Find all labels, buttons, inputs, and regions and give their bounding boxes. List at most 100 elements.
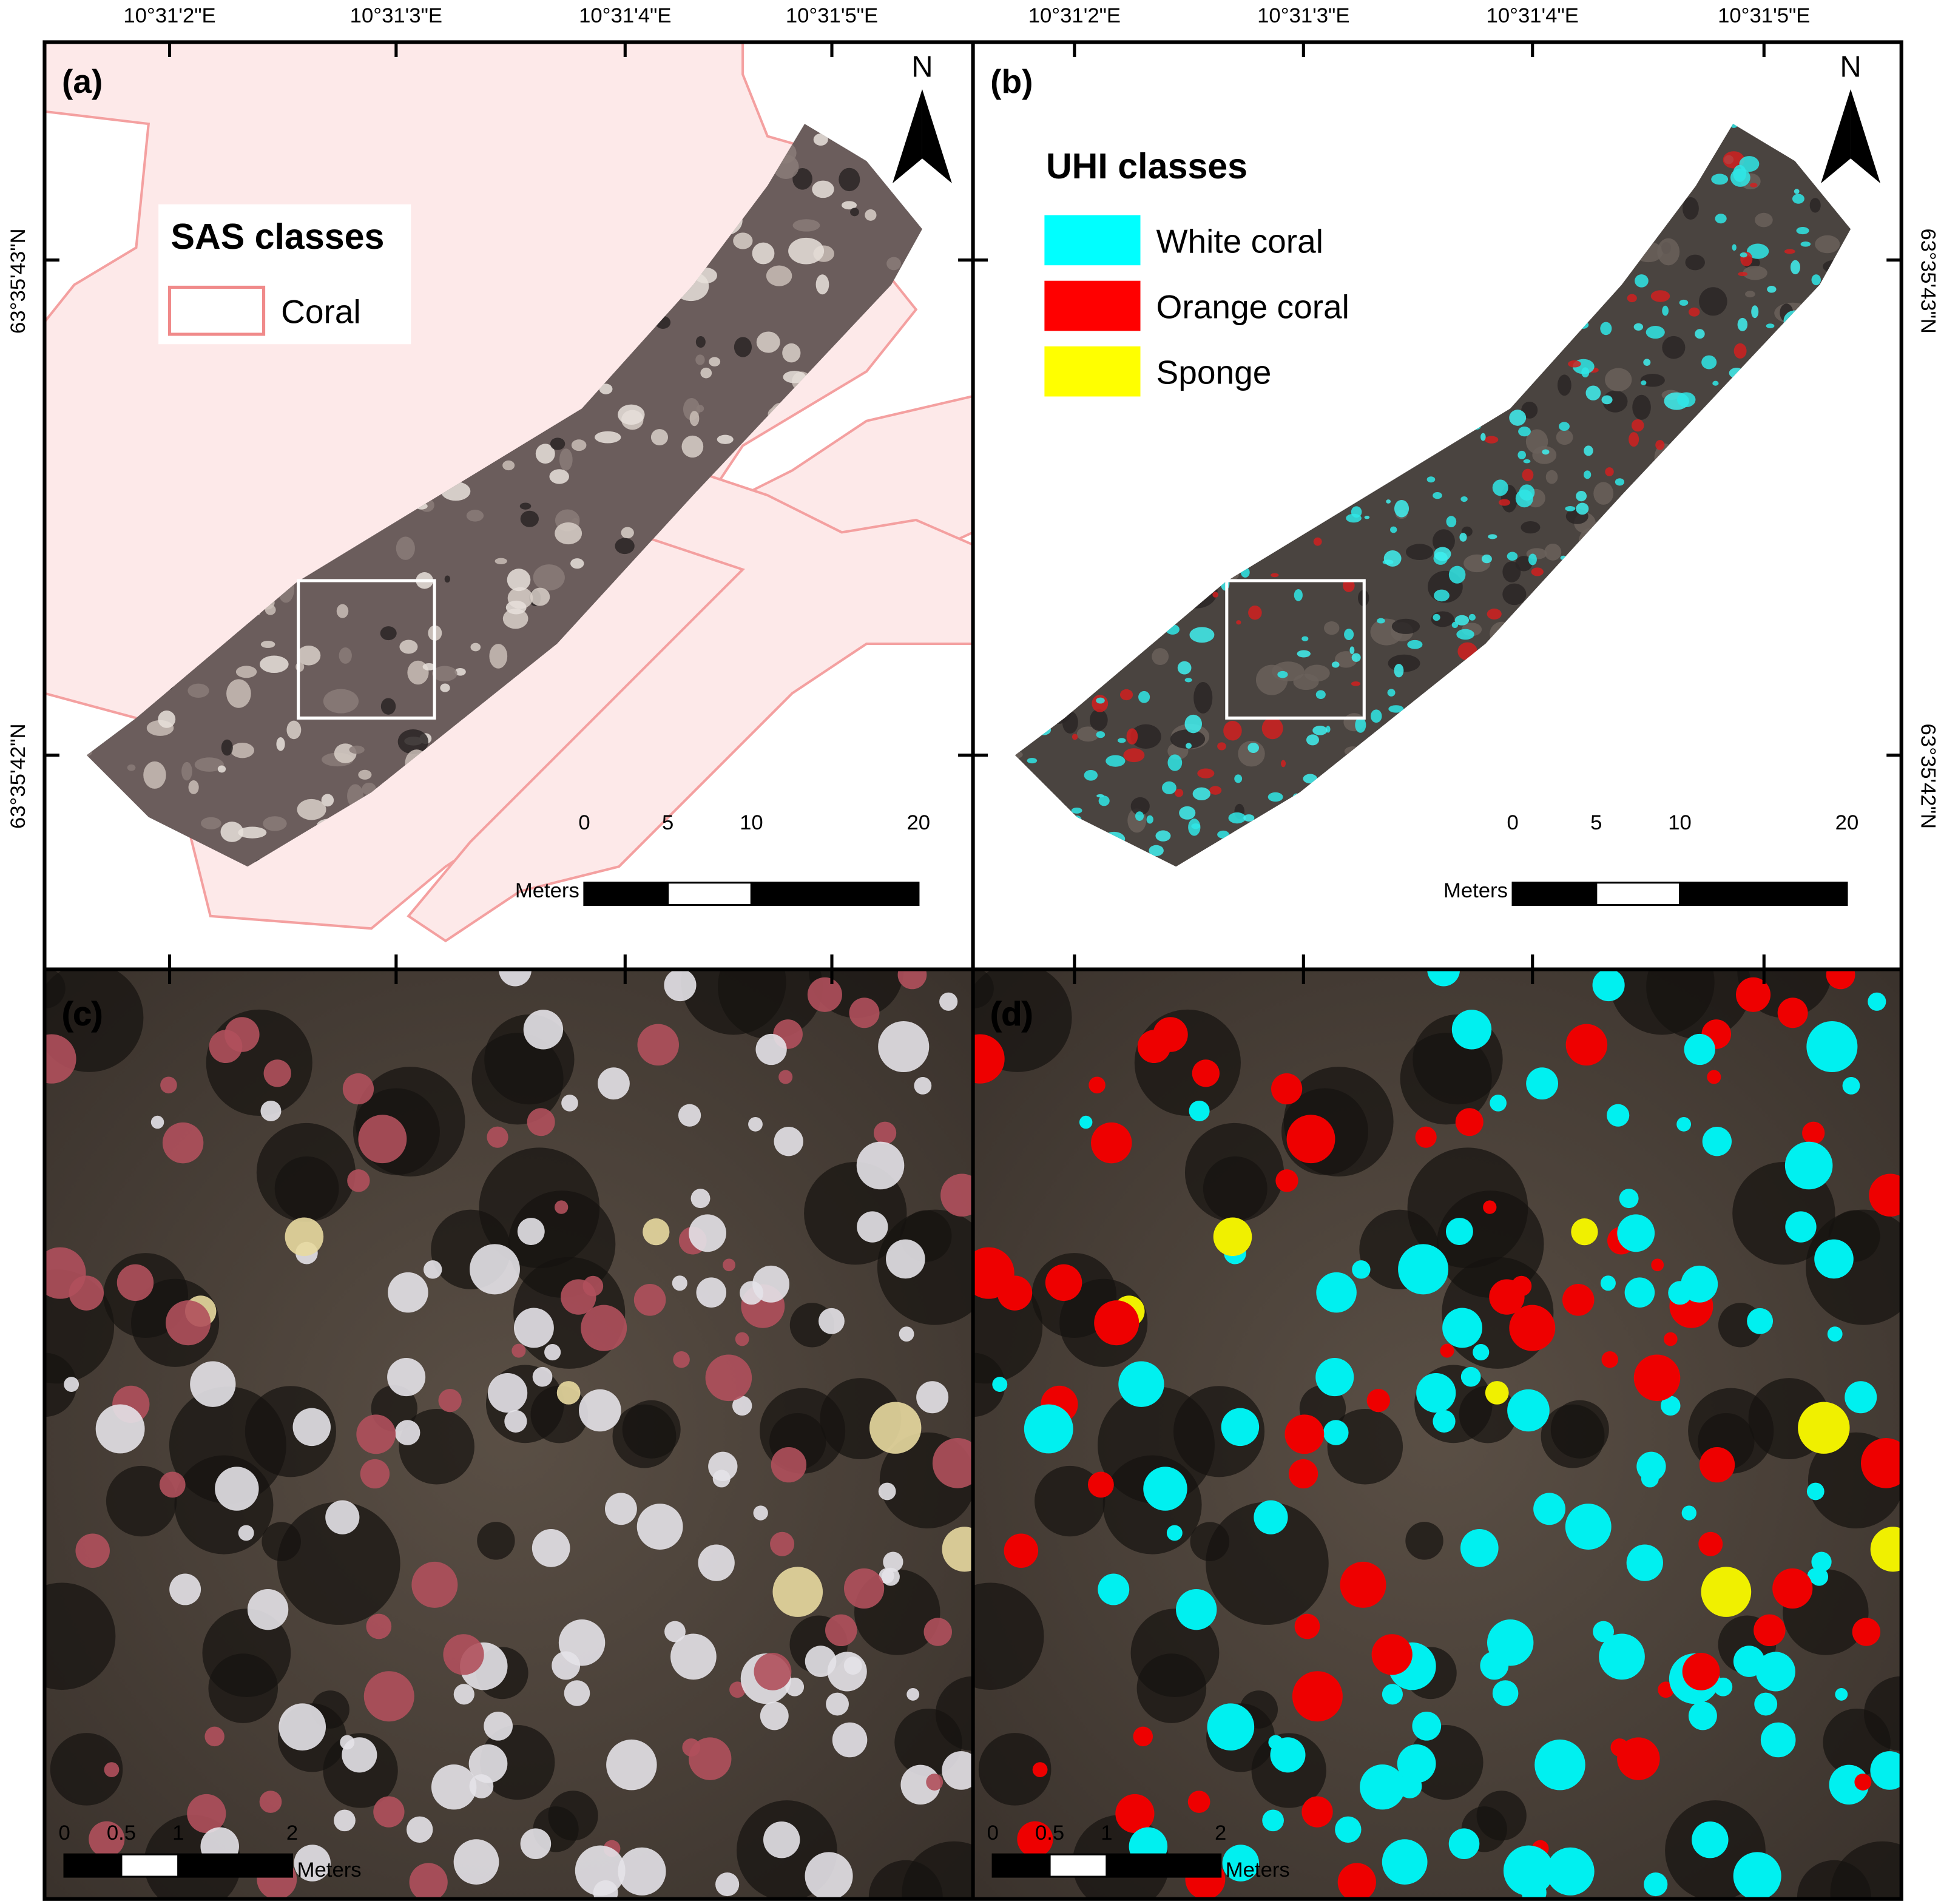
texture-blob <box>688 1737 732 1780</box>
texture-blob <box>673 1351 690 1368</box>
texture-blob <box>1062 711 1078 734</box>
texture-blob <box>1509 1305 1556 1351</box>
texture-blob <box>1391 618 1420 634</box>
texture-blob <box>1585 385 1601 400</box>
longitude-label: 10°31'4"E <box>579 4 671 27</box>
texture-blob <box>1581 367 1590 378</box>
shadow <box>718 969 823 1039</box>
shadow <box>508 1190 616 1298</box>
texture-blob <box>1143 1467 1187 1511</box>
survey-strip <box>86 124 922 867</box>
texture-blob <box>1576 491 1587 502</box>
texture-blob <box>1271 573 1279 578</box>
texture-blob <box>1351 653 1361 662</box>
texture-blob <box>618 404 645 425</box>
texture-blob <box>1188 819 1201 836</box>
texture-blob <box>1534 1739 1585 1791</box>
shadow <box>106 1465 177 1537</box>
shadow <box>1476 1791 1527 1841</box>
texture-blob <box>1098 1573 1130 1605</box>
scale-bar-label: 10 <box>1668 811 1692 834</box>
texture-blob <box>399 640 418 654</box>
texture-blob <box>238 1525 254 1541</box>
texture-blob <box>1440 1343 1454 1358</box>
texture-blob <box>942 1751 973 1790</box>
texture-blob <box>1568 360 1581 368</box>
texture-blob <box>1126 728 1138 744</box>
texture-blob <box>1445 1218 1473 1245</box>
texture-blob <box>599 383 613 394</box>
texture-blob <box>1398 1244 1449 1295</box>
panel-a-map <box>44 42 973 970</box>
shadow <box>1035 1465 1106 1537</box>
texture-blob <box>1629 432 1639 447</box>
legend-title: UHI classes <box>1046 146 1247 186</box>
texture-blob <box>366 1613 392 1639</box>
texture-blob <box>1306 734 1319 746</box>
texture-blob <box>1631 419 1644 432</box>
texture-blob <box>1387 689 1396 697</box>
texture-blob <box>805 1646 837 1677</box>
texture-blob <box>886 257 901 271</box>
texture-blob <box>1604 368 1632 391</box>
texture-blob <box>1262 1809 1284 1832</box>
texture-blob <box>238 826 267 839</box>
texture-blob <box>360 1459 390 1489</box>
texture-blob <box>162 1122 204 1164</box>
texture-blob <box>1184 714 1203 734</box>
texture-blob <box>1394 664 1404 678</box>
texture-blob <box>1619 1189 1639 1209</box>
texture-blob <box>1349 646 1355 654</box>
shadow <box>480 1725 555 1800</box>
texture-blob <box>772 1567 823 1617</box>
texture-blob <box>1213 1217 1252 1257</box>
texture-blob <box>1644 1872 1668 1897</box>
texture-blob <box>549 469 569 484</box>
texture-blob <box>552 1651 581 1680</box>
texture-blob <box>1427 969 1460 987</box>
texture-blob <box>843 1656 862 1675</box>
scale-bar-segment <box>667 882 752 906</box>
texture-blob <box>1827 1326 1843 1342</box>
texture-blob <box>1017 1821 1053 1857</box>
texture-blob <box>916 1381 949 1414</box>
texture-blob <box>1701 1567 1752 1617</box>
texture-blob <box>1483 1200 1497 1214</box>
scale-bar-unit: Meters <box>1443 879 1508 902</box>
texture-blob <box>323 689 359 714</box>
panel-c-image <box>44 969 973 1899</box>
texture-blob <box>1433 1409 1456 1433</box>
texture-blob <box>1270 1737 1306 1773</box>
texture-blob <box>297 645 321 666</box>
texture-blob <box>1870 1527 1902 1572</box>
texture-blob <box>336 604 349 618</box>
texture-blob <box>1842 1076 1860 1095</box>
texture-blob <box>1388 705 1404 713</box>
texture-blob <box>544 1344 561 1361</box>
texture-blob <box>1605 467 1614 476</box>
texture-blob <box>1316 1272 1357 1313</box>
texture-blob <box>1489 1279 1525 1315</box>
texture-blob <box>1412 1711 1442 1741</box>
texture-blob <box>1502 583 1527 606</box>
texture-blob <box>756 331 780 353</box>
legend-label: White coral <box>1156 222 1323 260</box>
texture-blob <box>1248 606 1262 620</box>
texture-blob <box>235 666 257 678</box>
texture-blob <box>1802 1121 1825 1144</box>
texture-blob <box>815 274 829 295</box>
texture-blob <box>1433 613 1440 621</box>
texture-blob <box>1344 629 1354 641</box>
texture-blob <box>1135 811 1144 821</box>
texture-blob <box>1755 212 1773 228</box>
texture-blob <box>487 1373 528 1413</box>
texture-blob <box>1515 556 1533 572</box>
texture-blob <box>1617 1737 1660 1780</box>
texture-blob <box>1281 760 1286 768</box>
texture-blob <box>513 1308 554 1348</box>
texture-blob <box>670 1633 717 1680</box>
texture-blob <box>1167 754 1183 771</box>
texture-blob <box>220 822 244 842</box>
texture-blob <box>1084 769 1098 781</box>
texture-blob <box>1247 743 1259 753</box>
